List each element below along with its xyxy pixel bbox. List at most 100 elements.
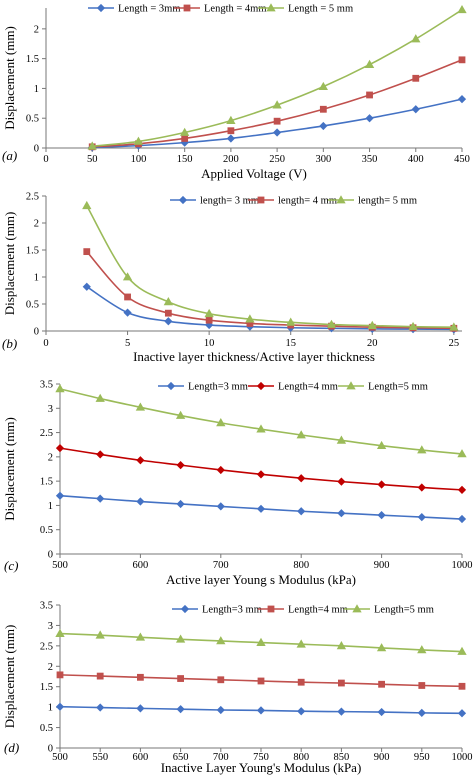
data-point xyxy=(411,34,421,43)
data-point xyxy=(164,309,172,317)
data-point xyxy=(123,308,132,317)
x-tick-label: 800 xyxy=(293,752,309,763)
data-point xyxy=(177,675,184,682)
panel-a: 0 0.5 1 1.5 2 0 50 100 150 200 250 300 350 400 450 Appl… xyxy=(2,3,470,181)
x-tick-label: 300 xyxy=(315,154,331,165)
data-point xyxy=(245,314,255,323)
data-point xyxy=(55,384,65,393)
data-point xyxy=(458,682,466,690)
y-tick-label: 2.5 xyxy=(40,641,53,652)
data-point xyxy=(136,497,145,506)
legend-entry: Length=4 mm xyxy=(288,605,348,616)
data-point xyxy=(205,316,213,324)
data-point xyxy=(96,703,105,712)
data-point xyxy=(272,100,282,109)
panel-letter: (c) xyxy=(4,558,18,573)
x-tick-label: 1000 xyxy=(452,560,473,571)
data-point xyxy=(256,706,266,715)
data-point xyxy=(136,456,145,465)
series-line xyxy=(86,251,454,330)
data-point xyxy=(366,91,373,99)
data-point xyxy=(163,297,174,306)
data-point xyxy=(82,200,92,210)
x-tick-label: 400 xyxy=(408,154,424,165)
data-point xyxy=(336,641,347,650)
data-point xyxy=(367,320,377,329)
legend-entry: Length=5 mm xyxy=(368,382,428,393)
y-tick-label: 1.5 xyxy=(40,682,53,693)
data-point xyxy=(377,480,386,489)
x-tick-label: 25 xyxy=(449,338,460,349)
legend-entry: Length = 5 mm xyxy=(288,4,353,15)
data-point xyxy=(87,141,97,150)
legend-marker xyxy=(267,605,275,613)
data-point xyxy=(457,485,467,494)
data-point xyxy=(319,121,328,131)
y-tick-label: 2.5 xyxy=(26,192,39,203)
legend-entry: Length=5 mm xyxy=(374,605,434,616)
data-point xyxy=(95,393,105,402)
legend-entry: Length=3 mm xyxy=(188,382,248,393)
data-point xyxy=(135,632,146,641)
data-point xyxy=(133,136,144,145)
data-point xyxy=(216,502,225,511)
data-point xyxy=(55,702,65,711)
x-tick-label: 500 xyxy=(52,752,68,763)
data-point xyxy=(216,705,225,715)
y-tick-label: 2 xyxy=(34,219,39,230)
data-point xyxy=(449,322,459,331)
data-point xyxy=(457,4,467,14)
data-point xyxy=(408,321,418,331)
x-tick-label: 20 xyxy=(367,338,378,349)
x-tick-label: 15 xyxy=(285,338,296,349)
y-tick-label: 1 xyxy=(48,501,53,512)
data-point xyxy=(55,444,65,453)
series-line xyxy=(86,286,454,331)
data-point xyxy=(458,56,466,64)
series-line xyxy=(86,205,454,329)
data-point xyxy=(175,634,186,643)
y-tick-label: 3 xyxy=(48,621,53,632)
panel-d: 0 0.5 1 1.5 2 2.5 3 3.5 500 550 600 650 700 750 800 850… xyxy=(2,601,473,776)
data-point xyxy=(457,646,467,655)
data-point xyxy=(55,628,65,637)
x-tick-label: 450 xyxy=(454,154,470,165)
data-point xyxy=(417,445,427,454)
legend-marker xyxy=(166,381,176,391)
data-point xyxy=(378,680,386,688)
data-point xyxy=(176,705,185,714)
data-point xyxy=(55,491,65,500)
data-point xyxy=(336,435,347,444)
data-point xyxy=(412,74,420,82)
data-point xyxy=(96,450,105,459)
data-point xyxy=(457,95,467,104)
panel-letter: (d) xyxy=(4,740,19,755)
x-tick-label: 950 xyxy=(414,752,430,763)
legend-marker xyxy=(266,3,276,12)
legend-entry: Length=3 mm xyxy=(202,605,262,616)
data-point xyxy=(319,105,327,113)
legend-marker xyxy=(96,3,106,13)
y-tick-label: 0.5 xyxy=(40,723,53,734)
panel-letter: (b) xyxy=(2,336,17,351)
x-tick-label: 0 xyxy=(43,154,48,165)
y-tick-label: 0 xyxy=(48,744,53,755)
x-tick-label: 50 xyxy=(87,154,98,165)
data-point xyxy=(204,308,214,318)
x-axis-label: Inactive Layer Young's Modulus (kPa) xyxy=(161,760,362,775)
data-point xyxy=(417,708,426,717)
data-point xyxy=(96,672,104,680)
legend-marker xyxy=(257,196,265,204)
data-point xyxy=(297,507,306,516)
y-tick-label: 1 xyxy=(48,703,53,714)
x-tick-label: 750 xyxy=(253,752,269,763)
y-tick-label: 0 xyxy=(34,327,39,338)
y-tick-label: 3.5 xyxy=(40,601,53,612)
data-point xyxy=(376,440,387,450)
data-point xyxy=(364,59,375,68)
y-tick-label: 1.5 xyxy=(26,246,39,257)
x-tick-label: 500 xyxy=(52,560,68,571)
legend-entry: length= 4 mm xyxy=(278,196,337,207)
y-tick-label: 2 xyxy=(48,662,53,673)
data-point xyxy=(377,707,386,717)
